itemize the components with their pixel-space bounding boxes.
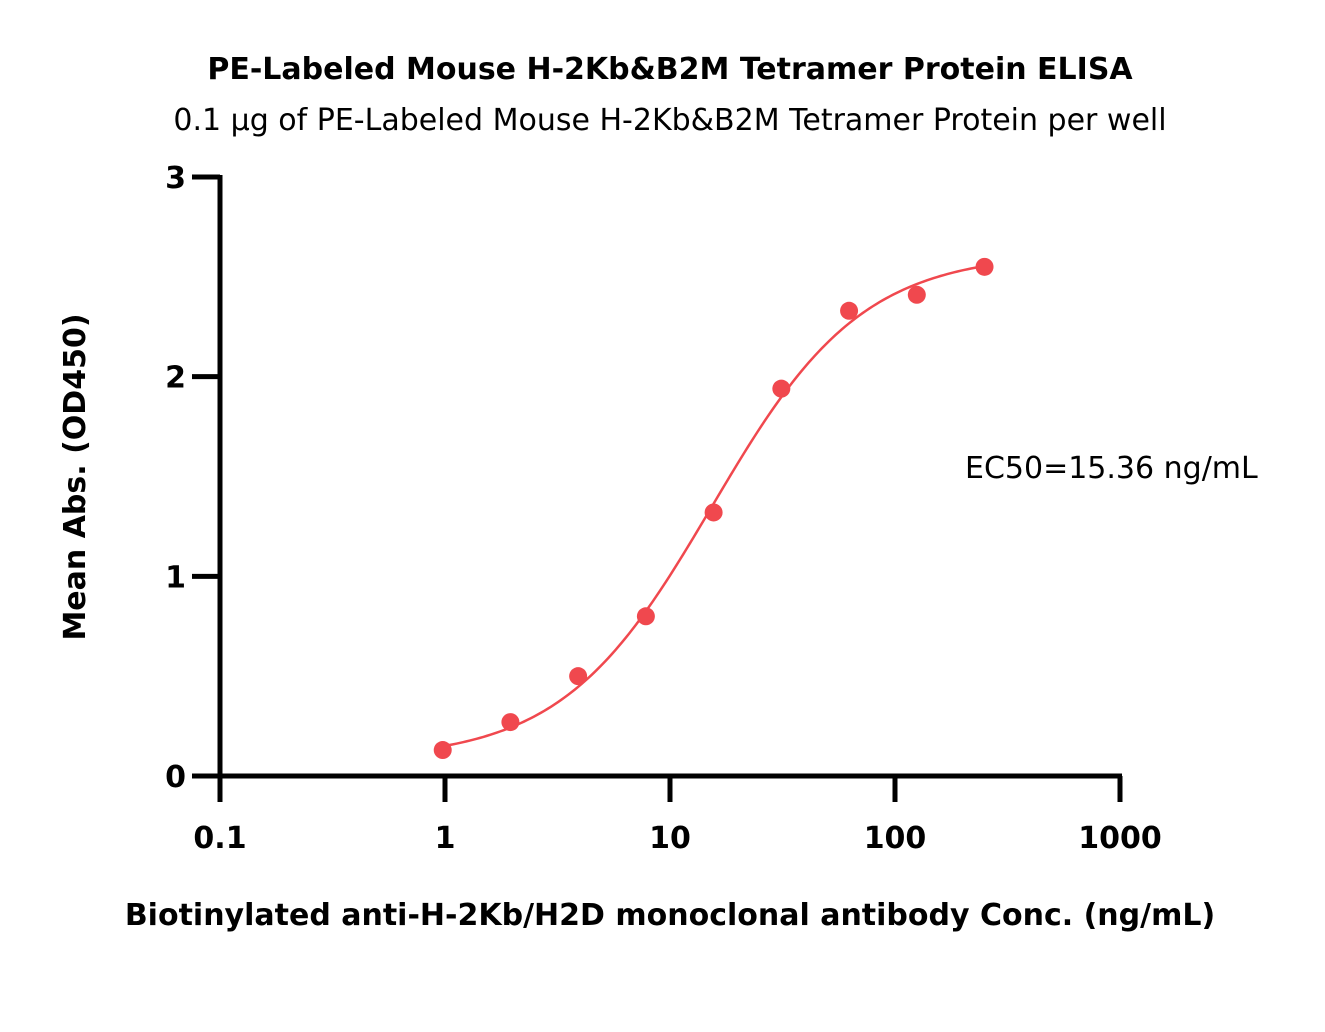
axes: 0 1 2 3 0.1 1 10 100 1000 (165, 161, 1162, 856)
y-tick-label: 3 (165, 161, 186, 196)
y-tick-label: 0 (165, 760, 186, 795)
data-point (569, 667, 588, 686)
data-point (840, 301, 859, 320)
data-point (975, 257, 994, 276)
data-point (704, 503, 723, 522)
chart-subtitle: 0.1 μg of PE-Labeled Mouse H-2Kb&B2M Tet… (173, 103, 1166, 138)
x-tick-label: 0.1 (193, 821, 246, 856)
chart-title: PE-Labeled Mouse H-2Kb&B2M Tetramer Prot… (207, 52, 1133, 87)
data-point (433, 741, 452, 760)
x-tick-label: 100 (864, 821, 927, 856)
data-point (907, 285, 926, 304)
data-point (501, 713, 520, 732)
y-axis-label: Mean Abs. (OD450) (58, 313, 93, 640)
y-tick-label: 1 (165, 560, 186, 595)
ec50-annotation: EC50=15.36 ng/mL (965, 451, 1258, 486)
data-point (772, 379, 791, 398)
x-tick-label: 1 (435, 821, 456, 856)
x-axis-label: Biotinylated anti-H-2Kb/H2D monoclonal a… (125, 898, 1215, 933)
plot-area (433, 257, 994, 760)
x-tick-label: 1000 (1078, 821, 1162, 856)
y-tick-label: 2 (165, 361, 186, 396)
x-tick-label: 10 (649, 821, 691, 856)
data-point (636, 607, 655, 626)
